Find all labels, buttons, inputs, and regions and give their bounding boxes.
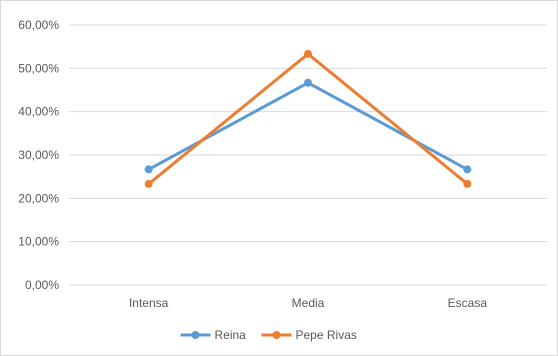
x-tick-label: Escasa <box>448 296 488 310</box>
y-tick-label: 30,00% <box>18 148 59 162</box>
data-point <box>304 49 312 58</box>
gridlines <box>69 24 547 286</box>
x-tick-label: Intensa <box>129 296 169 310</box>
x-axis: Intensa Media Escasa <box>129 296 487 310</box>
y-tick-label: 10,00% <box>18 235 59 249</box>
legend-swatch-marker <box>191 331 200 339</box>
y-tick-label: 50,00% <box>18 61 59 75</box>
legend-item[interactable]: Reina <box>180 328 247 342</box>
series-2 <box>144 49 472 188</box>
series-line <box>147 52 469 186</box>
data-point <box>463 179 472 188</box>
data-point <box>144 179 153 188</box>
legend-label: Reina <box>215 328 247 342</box>
legend-swatch-marker <box>272 331 281 339</box>
data-point <box>144 165 153 174</box>
x-tick-label: Media <box>292 296 325 310</box>
legend-item[interactable]: Pepe Rivas <box>261 328 357 342</box>
legend: Reina Pepe Rivas <box>180 328 357 342</box>
y-tick-label: 20,00% <box>18 191 59 205</box>
data-point <box>463 165 472 174</box>
series-line <box>147 81 469 171</box>
y-tick-label: 40,00% <box>18 105 59 119</box>
y-tick-label: 0,00% <box>25 278 59 292</box>
y-tick-label: 60,00% <box>18 18 59 32</box>
series-layer <box>144 49 472 188</box>
legend-label: Pepe Rivas <box>296 328 357 342</box>
data-point <box>304 78 312 87</box>
series-1 <box>144 78 472 174</box>
y-axis: 0,00% 10,00% 20,00% 30,00% 40,00% 50,00% 60,00… <box>18 18 59 292</box>
